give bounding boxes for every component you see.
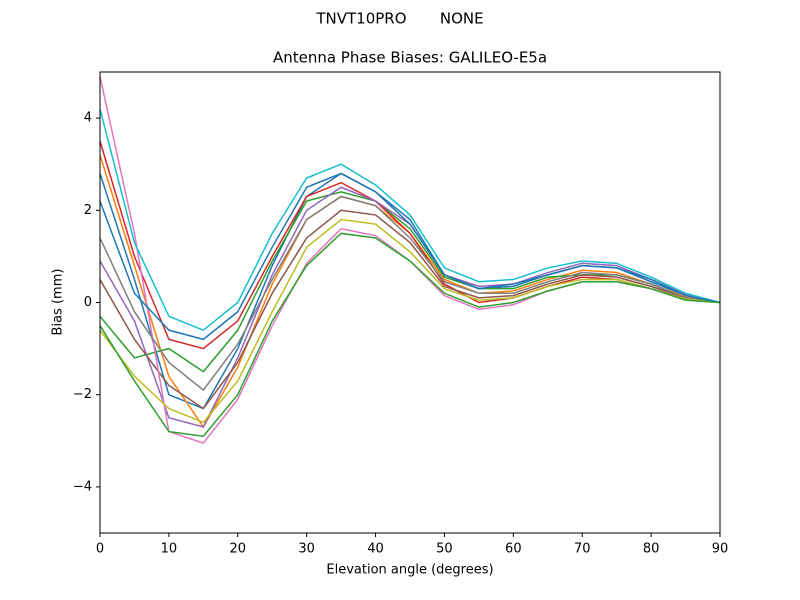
x-tick-label: 60	[505, 542, 522, 557]
x-tick-label: 80	[643, 542, 660, 557]
chart-title: Antenna Phase Biases: GALILEO-E5a	[273, 49, 547, 67]
x-tick-label: 50	[436, 542, 453, 557]
x-tick-label: 40	[367, 542, 384, 557]
y-tick-label: 2	[84, 203, 92, 218]
data-line	[99, 172, 721, 410]
x-tick-label: 90	[712, 542, 729, 557]
x-tick-label: 10	[161, 542, 178, 557]
x-tick-label: 30	[298, 542, 315, 557]
plot-area	[99, 76, 721, 444]
y-tick-label: 0	[84, 295, 92, 310]
suptitle: TNVT10PRO NONE	[315, 10, 483, 28]
x-tick-label: 70	[574, 542, 591, 557]
x-tick-label: 0	[96, 542, 104, 557]
data-line	[99, 76, 721, 444]
data-line	[99, 209, 721, 410]
data-line	[99, 195, 721, 392]
data-line	[99, 172, 721, 341]
y-tick-label: −4	[73, 479, 92, 494]
data-line	[99, 140, 721, 350]
y-tick-label: 4	[84, 111, 92, 126]
x-tick-label: 20	[230, 542, 247, 557]
y-tick-label: −2	[73, 387, 92, 402]
data-line	[99, 154, 721, 429]
axes-frame	[99, 71, 721, 534]
x-axis-label: Elevation angle (degrees)	[326, 563, 493, 578]
data-line	[99, 218, 721, 424]
data-line	[99, 232, 721, 437]
data-line	[99, 108, 721, 332]
y-axis-label: Bias (mm)	[51, 269, 66, 336]
